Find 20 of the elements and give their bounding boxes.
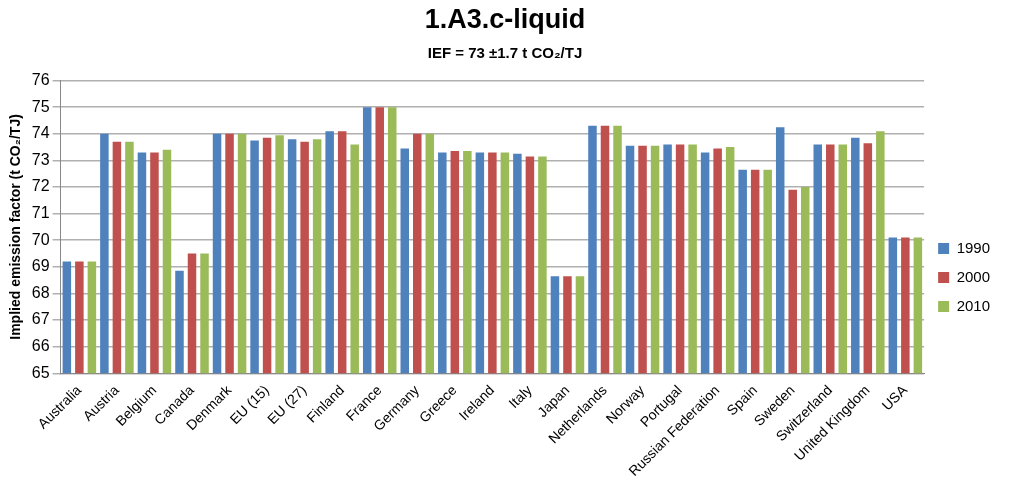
y-tick-label: 74 xyxy=(31,124,50,142)
y-tick-label: 72 xyxy=(31,177,50,195)
chart-subtitle: IEF = 73 ±1.7 t CO₂/TJ xyxy=(426,44,584,61)
y-tick-label: 73 xyxy=(31,150,50,168)
legend-label: 1990 xyxy=(956,238,991,256)
chart-title: 1.A3.c-liquid xyxy=(423,4,587,35)
y-tick-label: 75 xyxy=(31,97,50,115)
x-tick-label: Italy xyxy=(505,381,535,412)
y-tick-label: 71 xyxy=(31,204,50,222)
y-tick-label: 67 xyxy=(31,310,50,328)
y-tick-label: 65 xyxy=(31,363,50,381)
x-tick-label: USA xyxy=(878,381,911,414)
y-tick-label: 70 xyxy=(31,230,50,248)
y-tick-label: 68 xyxy=(31,283,50,301)
y-tick-label: 66 xyxy=(31,337,50,355)
y-tick-label: 76 xyxy=(31,71,50,89)
y-axis-title: Implied emission factor (t CO₂/TJ) xyxy=(7,114,24,340)
y-tick-label: 69 xyxy=(31,257,50,275)
legend-label: 2000 xyxy=(956,267,991,285)
legend-label: 2010 xyxy=(956,296,991,314)
